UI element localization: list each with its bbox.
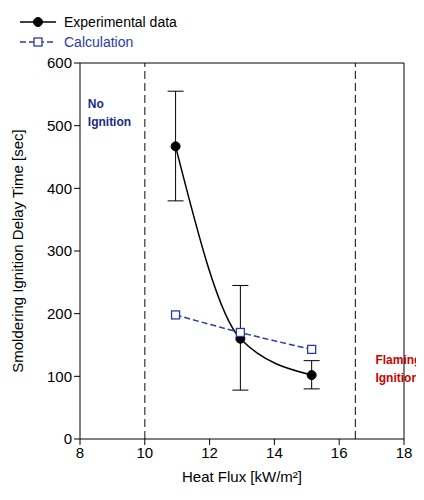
svg-text:Heat Flux [kW/m²]: Heat Flux [kW/m²] <box>182 468 302 485</box>
svg-text:0: 0 <box>64 430 72 447</box>
svg-text:16: 16 <box>331 444 348 461</box>
svg-text:100: 100 <box>47 368 72 385</box>
svg-text:500: 500 <box>47 117 72 134</box>
svg-text:12: 12 <box>201 444 218 461</box>
svg-text:Smoldering Ignition Delay Time: Smoldering Ignition Delay Time [sec] <box>9 129 26 372</box>
svg-text:10: 10 <box>136 444 153 461</box>
svg-text:FlamingIgnition: FlamingIgnition <box>375 353 416 385</box>
html-text:Calculation: Calculation <box>64 34 134 50</box>
html-text:Experimental data: Experimental data <box>64 14 177 30</box>
svg-text:14: 14 <box>266 444 283 461</box>
svg-text:NoIgnition: NoIgnition <box>88 97 131 129</box>
svg-text:400: 400 <box>47 180 72 197</box>
svg-text:200: 200 <box>47 305 72 322</box>
svg-text:300: 300 <box>47 242 72 259</box>
svg-text:600: 600 <box>47 54 72 71</box>
svg-text:8: 8 <box>76 444 84 461</box>
svg-text:18: 18 <box>396 444 413 461</box>
